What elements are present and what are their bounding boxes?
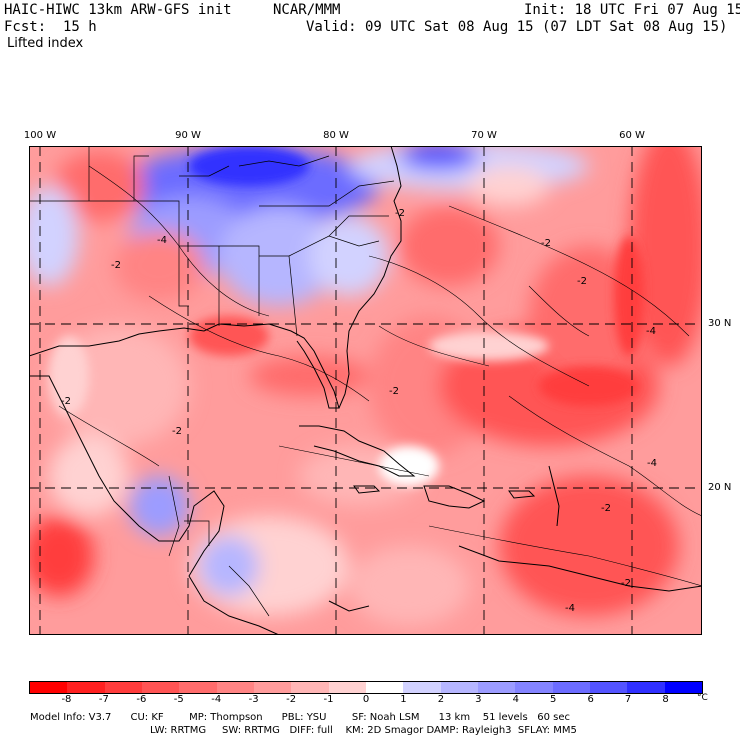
colorbar-swatch bbox=[477, 682, 516, 693]
contour-label: -4 bbox=[157, 235, 167, 246]
graticule bbox=[29, 146, 702, 635]
colorbar-tick-label: -8 bbox=[61, 694, 72, 705]
colorbar-tick-label: -5 bbox=[173, 694, 184, 705]
colorbar-swatch bbox=[552, 682, 590, 693]
colorbar-tick-label: 7 bbox=[624, 694, 632, 705]
lat-label-30n: 30 N bbox=[708, 318, 732, 329]
colorbar-swatch bbox=[30, 682, 68, 693]
lifted-index-map: -4 -2 -2 -2 -2 -2 -2 -2 -4 -2 -2 -4 -4 bbox=[29, 146, 702, 635]
valid-time: Valid: 09 UTC Sat 08 Aug 15 (07 LDT Sat … bbox=[306, 19, 728, 35]
colorbar-labels: -8 -7 -6 -5 -4 -3 -2 -1 0 1 2 3 4 5 6 7 8 bbox=[29, 694, 703, 706]
model-info-line1: Model Info: V3.7 CU: KF MP: Thompson PBL… bbox=[30, 712, 570, 723]
lon-label-90w: 90 W bbox=[175, 130, 201, 141]
forecast-hour: Fcst: 15 h bbox=[4, 19, 97, 35]
lat-label-20n: 20 N bbox=[708, 482, 732, 493]
colorbar-tick-label: -6 bbox=[136, 694, 147, 705]
field-name: Lifted index bbox=[7, 36, 84, 51]
colorbar-swatch bbox=[67, 682, 105, 693]
colorbar-unit: °C bbox=[697, 693, 708, 703]
model-title: HAIC-HIWC 13km ARW-GFS init bbox=[4, 2, 232, 18]
contour-label: -4 bbox=[565, 603, 575, 614]
lon-label-80w: 80 W bbox=[323, 130, 349, 141]
contour-labels: -4 -2 -2 -2 -2 -2 -2 -2 -4 -2 -2 -4 -4 bbox=[61, 208, 657, 614]
colorbar-tick-label: -2 bbox=[286, 694, 297, 705]
colorbar-tick-label: -3 bbox=[248, 694, 259, 705]
colorbar bbox=[29, 681, 703, 694]
colorbar-tick-label: -7 bbox=[98, 694, 109, 705]
colorbar-swatch bbox=[291, 682, 329, 693]
contour-label: -2 bbox=[111, 260, 121, 271]
lon-label-60w: 60 W bbox=[619, 130, 645, 141]
colorbar-tick-label: 2 bbox=[437, 694, 445, 705]
map-frame bbox=[29, 146, 702, 635]
colorbar-swatch bbox=[104, 682, 142, 693]
colorbar-tick-label: 5 bbox=[550, 694, 557, 705]
contour-label: -2 bbox=[172, 426, 182, 437]
colorbar-swatch bbox=[328, 682, 366, 693]
colorbar-swatch bbox=[664, 682, 702, 693]
contour-label: -2 bbox=[621, 578, 631, 589]
colorbar-tick-label: 3 bbox=[475, 694, 482, 705]
coastlines bbox=[29, 146, 702, 635]
org-label: NCAR/MMM bbox=[273, 2, 341, 18]
model-info-line2: LW: RRTMG SW: RRTMG DIFF: full KM: 2D Sm… bbox=[150, 725, 577, 736]
contour-label: -4 bbox=[647, 458, 657, 469]
colorbar-tick-label: 0 bbox=[362, 694, 370, 705]
colorbar-swatch bbox=[440, 682, 478, 693]
colorbar-tick-label: 6 bbox=[587, 694, 594, 705]
colorbar-tick-label: -1 bbox=[323, 694, 334, 705]
colorbar-swatch bbox=[589, 682, 628, 693]
colorbar-swatch bbox=[627, 682, 665, 693]
colorbar-swatch bbox=[365, 682, 404, 693]
colorbar-tick-label: 8 bbox=[662, 694, 669, 705]
colorbar-swatch bbox=[403, 682, 441, 693]
colorbar-swatch bbox=[515, 682, 553, 693]
field-details bbox=[49, 146, 644, 486]
colorbar-tick-label: 1 bbox=[400, 694, 407, 705]
contour-label: -2 bbox=[541, 238, 551, 249]
lon-label-70w: 70 W bbox=[471, 130, 497, 141]
lon-label-100w: 100 W bbox=[23, 130, 57, 141]
init-time: Init: 18 UTC Fri 07 Aug 15 bbox=[524, 2, 740, 18]
contour-label: -4 bbox=[646, 326, 656, 337]
contour-label: -2 bbox=[61, 396, 71, 407]
borders bbox=[29, 146, 395, 617]
colorbar-swatch bbox=[253, 682, 292, 693]
colorbar-swatch bbox=[216, 682, 254, 693]
contours bbox=[58, 165, 702, 587]
colorbar-tick-label: 4 bbox=[512, 694, 519, 705]
contour-label: -2 bbox=[395, 208, 405, 219]
contour-label: -2 bbox=[601, 503, 611, 514]
contour-label: -2 bbox=[389, 386, 399, 397]
colorbar-swatch bbox=[179, 682, 217, 693]
colorbar-tick-label: -4 bbox=[211, 694, 222, 705]
colorbar-swatch bbox=[141, 682, 180, 693]
contour-label: -2 bbox=[577, 276, 587, 287]
